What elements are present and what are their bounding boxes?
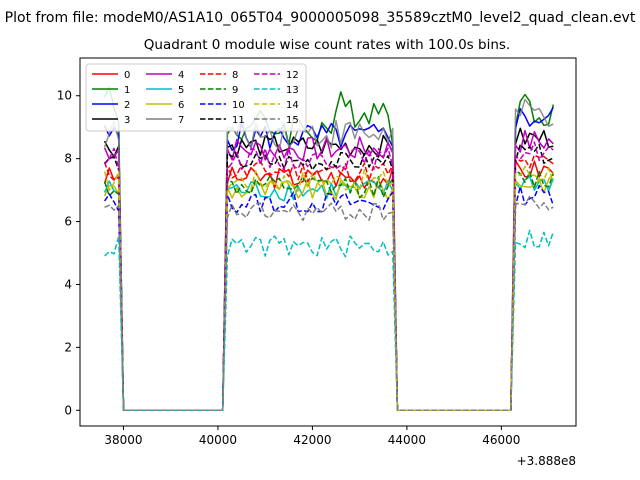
figure-suptitle: Plot from file: modeM0/AS1A10_065T04_900…: [5, 10, 636, 26]
chart-title: Quadrant 0 module wise count rates with …: [144, 37, 510, 53]
legend-label-6: 6: [178, 100, 184, 111]
x-axis-offset-label: +3.888e8: [517, 454, 576, 468]
legend-label-10: 10: [232, 100, 245, 111]
x-tick-label: 44000: [388, 433, 426, 447]
legend-label-11: 11: [232, 115, 245, 126]
x-tick-label: 42000: [293, 433, 331, 447]
x-axis-ticks: 38000 40000 42000 44000 46000: [104, 426, 520, 447]
y-tick-label: 0: [64, 403, 72, 417]
series-line-15: [104, 195, 554, 412]
legend-label-3: 3: [124, 115, 130, 126]
y-tick-label: 8: [64, 152, 72, 166]
legend-label-0: 0: [124, 70, 130, 81]
legend-label-7: 7: [178, 115, 184, 126]
legend-label-12: 12: [286, 70, 299, 81]
legend-label-8: 8: [232, 70, 238, 81]
legend-label-1: 1: [124, 85, 130, 96]
legend-label-9: 9: [232, 85, 238, 96]
x-tick-label: 38000: [104, 433, 142, 447]
y-tick-label: 10: [57, 89, 72, 103]
y-tick-label: 2: [64, 340, 72, 354]
legend-label-4: 4: [178, 70, 184, 81]
legend-box: [85, 63, 307, 132]
x-tick-label: 46000: [482, 433, 520, 447]
x-tick-label: 40000: [199, 433, 237, 447]
y-tick-label: 4: [64, 277, 72, 291]
legend-label-13: 13: [286, 85, 299, 96]
plot-frame: [79, 57, 577, 427]
y-axis-ticks: 0 2 4 6 8 10: [57, 89, 80, 417]
y-tick-label: 6: [64, 215, 72, 229]
legend-label-14: 14: [286, 100, 299, 111]
series-lines: [103, 86, 555, 412]
legend-label-15: 15: [286, 115, 299, 126]
legend-label-5: 5: [178, 85, 184, 96]
legend-label-2: 2: [124, 100, 130, 111]
